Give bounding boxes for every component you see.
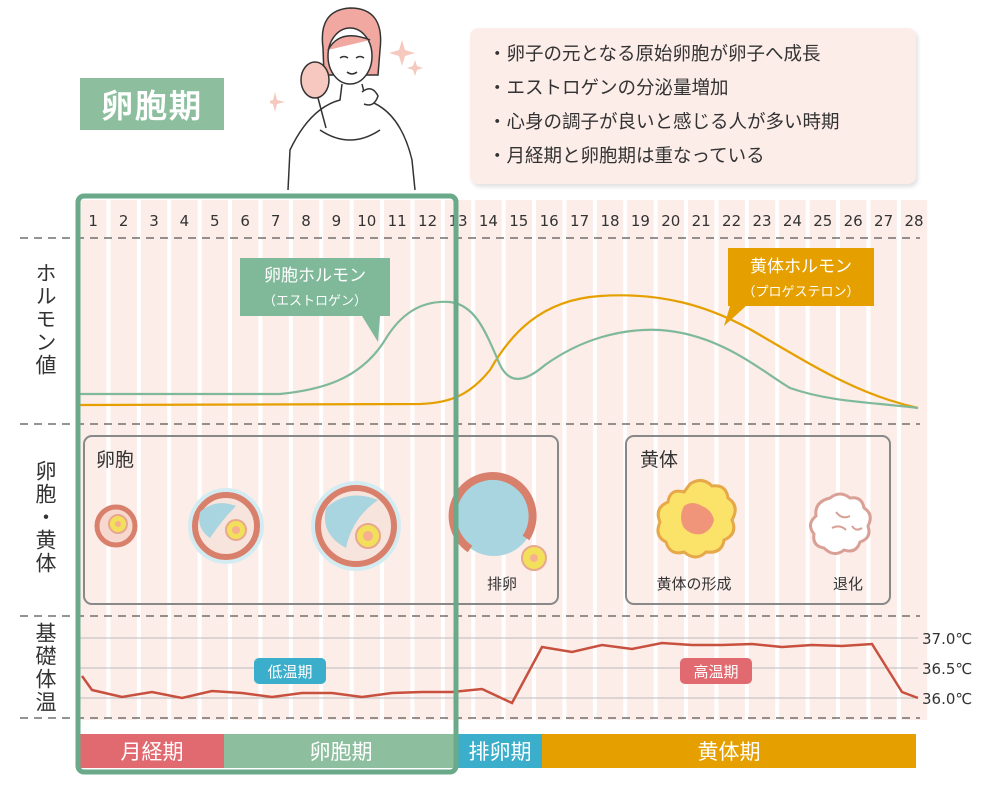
follicle-medium-icon <box>188 488 264 564</box>
high-temp-label: 高温期 <box>693 663 738 681</box>
follicular-phase-highlight-frame <box>75 193 459 775</box>
day-number: 26 <box>844 212 863 230</box>
luteal-hormone-callout: 黄体ホルモン （プロゲステロン） <box>724 248 874 326</box>
day-stripe <box>505 200 532 720</box>
day-number: 14 <box>479 212 498 230</box>
corpus-luteum-icon <box>656 479 737 559</box>
row-label-hormone: ホルモン値 <box>30 262 60 383</box>
day-number: 8 <box>301 212 311 230</box>
day-stripe <box>140 200 168 720</box>
day-stripe <box>657 200 684 720</box>
low-temp-badge: 低温期 <box>254 658 326 684</box>
row-label-text: ホルモン値 <box>33 262 57 377</box>
day-number: 17 <box>570 212 589 230</box>
luteal-hormone-name: 黄体ホルモン <box>750 257 852 277</box>
day-number: 12 <box>418 212 437 230</box>
day-stripe <box>627 200 654 720</box>
day-stripe <box>870 200 897 720</box>
low-temp-label: 低温期 <box>267 663 312 681</box>
follicular-hormone-callout: 卵胞ホルモン （エストロゲン） <box>240 258 390 342</box>
row-label-text: 卵胞・黄体 <box>33 460 57 575</box>
phase-label: 黄体期 <box>698 740 761 764</box>
phase-bar: 月経期 卵胞期 排卵期 黄体期 <box>80 734 916 768</box>
day-number: 20 <box>661 212 680 230</box>
day-number: 10 <box>357 212 376 230</box>
day-number: 23 <box>752 212 771 230</box>
day-number: 25 <box>813 212 832 230</box>
follicle-panel <box>83 435 559 605</box>
info-point: ・心身の調子が良いと感じる人が多い時期 <box>488 112 840 133</box>
day-stripe <box>900 200 928 720</box>
temp-tick: 37.0℃ <box>922 630 972 648</box>
day-stripe <box>566 200 593 720</box>
ovulation-label: 排卵 <box>487 575 517 593</box>
day-number: 24 <box>783 212 802 230</box>
phase-label: 排卵期 <box>469 740 532 764</box>
phase-follicular <box>224 734 458 768</box>
day-number: 5 <box>210 212 220 230</box>
corpus-luteum-panel <box>625 435 891 605</box>
phase-title: 卵胞期 <box>80 78 224 130</box>
phase-ovulation <box>458 734 542 768</box>
temp-tick: 36.5℃ <box>922 660 972 678</box>
day-number: 22 <box>722 212 741 230</box>
day-number: 18 <box>600 212 619 230</box>
follicle-large-icon <box>311 481 401 571</box>
basal-temperature-line <box>80 641 919 705</box>
day-number: 11 <box>388 212 407 230</box>
follicular-hormone-sub: （エストロゲン） <box>263 294 367 309</box>
row-label-follicle: 卵胞・黄体 <box>30 460 60 581</box>
day-stripe <box>171 200 198 720</box>
info-box: ・卵子の元となる原始卵胞が卵子へ成長 ・エストロゲンの分泌量増加 ・心身の調子が… <box>470 28 916 184</box>
info-point: ・月経期と卵胞期は重なっている <box>488 146 765 167</box>
row-separators <box>20 237 920 719</box>
phase-menstrual <box>80 734 224 768</box>
day-stripe <box>414 200 441 720</box>
regression-label: 退化 <box>833 575 863 593</box>
day-number: 7 <box>271 212 281 230</box>
day-number: 4 <box>180 212 190 230</box>
day-number: 9 <box>332 212 342 230</box>
corpus-panel-title: 黄体 <box>640 449 678 471</box>
day-stripe <box>201 200 228 720</box>
day-stripe <box>596 200 624 720</box>
formation-label: 黄体の形成 <box>656 575 731 593</box>
luteal-hormone-curve <box>79 294 919 410</box>
day-number: 6 <box>240 212 250 230</box>
follicle-small-icon <box>94 504 138 548</box>
day-stripe <box>475 200 502 720</box>
luteal-hormone-sub: （プロゲステロン） <box>742 285 859 300</box>
day-number: 1 <box>88 212 98 230</box>
phase-label: 月経期 <box>121 740 184 764</box>
woman-with-mirror-illustration <box>270 7 423 191</box>
day-number: 3 <box>149 212 159 230</box>
row-label-text: 基礎体温 <box>33 622 57 714</box>
day-number: 21 <box>692 212 711 230</box>
day-number: 2 <box>119 212 129 230</box>
day-number: 19 <box>631 212 650 230</box>
info-point: ・エストロゲンの分泌量増加 <box>488 78 729 99</box>
day-number: 28 <box>904 212 923 230</box>
phase-label: 卵胞期 <box>310 740 373 764</box>
regression-icon <box>809 492 872 555</box>
follicular-hormone-name: 卵胞ホルモン <box>264 266 366 286</box>
day-number: 15 <box>509 212 528 230</box>
day-numbers: 1 2 3 4 5 6 7 8 9 10 11 12 13 14 15 16 17 18 19 20 21 22 23 24 2… <box>88 212 923 230</box>
day-stripe <box>110 200 137 720</box>
info-point: ・卵子の元となる原始卵胞が卵子へ成長 <box>488 44 821 65</box>
day-number: 16 <box>540 212 559 230</box>
high-temp-badge: 高温期 <box>680 658 752 684</box>
follicular-hormone-curve <box>80 300 919 410</box>
day-number: 27 <box>874 212 893 230</box>
follicle-panel-title: 卵胞 <box>96 449 134 471</box>
temp-tick: 36.0℃ <box>922 690 972 708</box>
phase-luteal <box>542 734 916 768</box>
day-stripe <box>688 200 715 720</box>
row-label-temperature: 基礎体温 <box>30 622 60 720</box>
